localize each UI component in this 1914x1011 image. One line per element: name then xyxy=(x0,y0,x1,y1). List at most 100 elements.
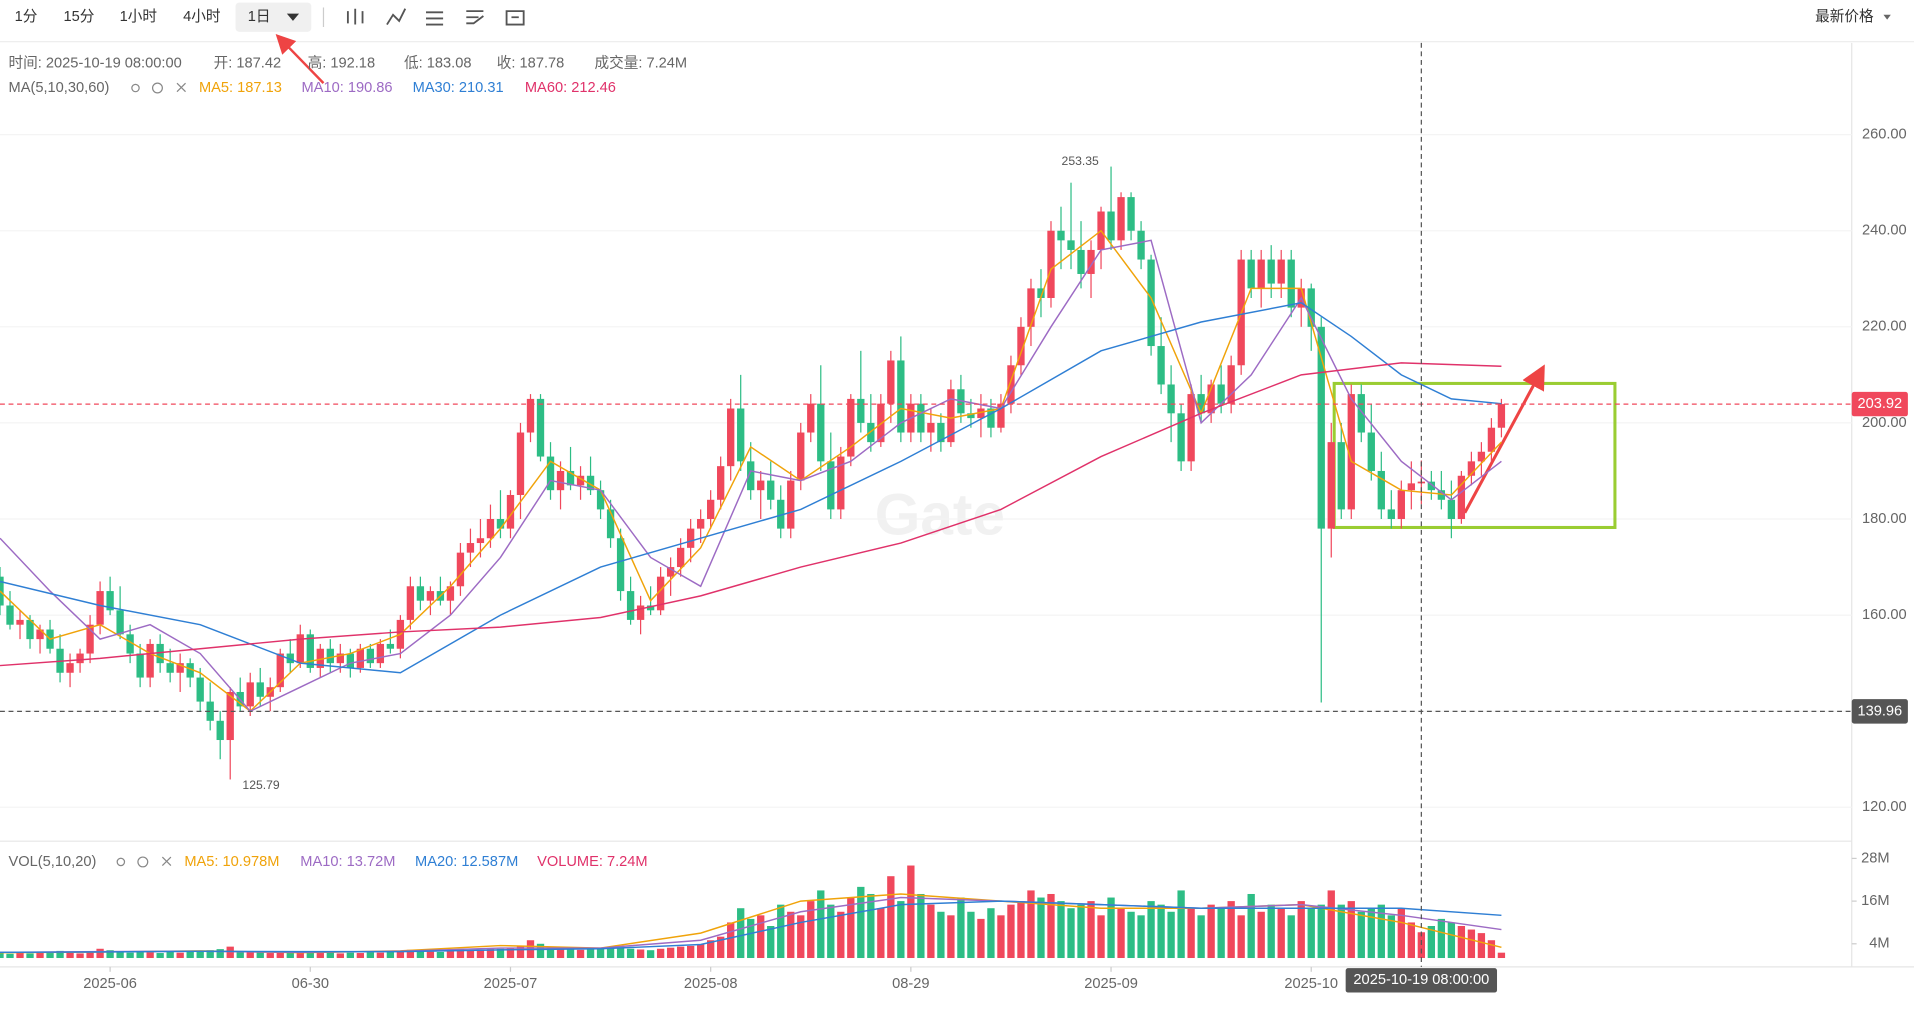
candle-body xyxy=(486,519,495,539)
volume-bar xyxy=(1017,901,1025,959)
volume-bar xyxy=(757,915,765,959)
candle-body xyxy=(426,591,435,601)
candle-body xyxy=(1067,240,1075,250)
y-tick-label: 240.00 xyxy=(1862,223,1907,239)
candle-body xyxy=(546,456,555,491)
price-type[interactable]: 最新价格 xyxy=(1815,8,1874,25)
volume-bar xyxy=(176,952,184,959)
volume-bar xyxy=(206,950,214,959)
volume-bar xyxy=(1257,911,1265,959)
close-icon[interactable] xyxy=(176,82,186,93)
candle-body xyxy=(1487,427,1496,452)
volume-bar xyxy=(676,946,685,959)
candle-body xyxy=(126,634,134,654)
volume-bar xyxy=(1297,901,1305,959)
eye-icon[interactable] xyxy=(131,83,140,93)
layout-icon[interactable] xyxy=(505,10,525,26)
interval-button[interactable]: 1小时 xyxy=(120,8,158,25)
candle-body xyxy=(226,691,234,741)
candle-body xyxy=(1497,404,1506,428)
volume-bar xyxy=(1227,901,1235,959)
candle-body xyxy=(16,619,24,625)
candle-body xyxy=(66,663,74,673)
settings-icon[interactable] xyxy=(426,11,444,26)
interval-button[interactable]: 1分 xyxy=(15,8,38,25)
candle-body xyxy=(817,403,825,462)
candle-body xyxy=(86,624,94,654)
volume-bar xyxy=(1157,904,1165,959)
candle-body xyxy=(1057,230,1065,241)
legend-icons xyxy=(116,82,186,868)
candle-body xyxy=(1477,451,1486,462)
candle-body xyxy=(967,413,975,419)
price-type-arrow[interactable] xyxy=(1883,14,1891,20)
volume-bar xyxy=(807,901,815,959)
volume-bar xyxy=(576,949,585,959)
last-price-tag xyxy=(1851,391,1908,417)
candle-body xyxy=(696,519,705,529)
candle-body xyxy=(296,634,304,664)
candle-body xyxy=(827,461,835,510)
volume-bar xyxy=(937,911,945,959)
volume-bar xyxy=(1087,901,1095,959)
candle-body xyxy=(947,389,955,443)
candle-body xyxy=(466,543,475,553)
candle-body xyxy=(937,422,945,443)
volume-bar xyxy=(476,949,485,959)
candle-body xyxy=(6,605,14,625)
volume-bar xyxy=(1237,915,1245,959)
volume-bar xyxy=(747,918,755,959)
legend-entry: MA30: 210.31 xyxy=(413,80,504,96)
volume-bar xyxy=(1197,915,1205,959)
crosshair-y-tag xyxy=(1851,699,1908,724)
candle-body xyxy=(847,398,855,457)
candle-body xyxy=(516,432,525,495)
candle-body xyxy=(777,499,785,529)
settings-icon[interactable] xyxy=(151,82,163,94)
volume-bar xyxy=(696,944,705,959)
volume-bar xyxy=(947,915,955,959)
dropdown-arrow[interactable] xyxy=(286,13,300,21)
candle-body xyxy=(616,538,625,592)
volume-bar xyxy=(106,950,114,959)
candle-icon[interactable] xyxy=(346,8,364,25)
candle-body xyxy=(1177,413,1185,462)
volume-bar xyxy=(516,945,525,959)
volume-bar xyxy=(486,949,495,959)
candle-body xyxy=(476,538,485,544)
candle-body xyxy=(666,567,675,577)
volume-bar xyxy=(76,953,84,959)
candle-body xyxy=(857,398,865,423)
candle-body xyxy=(1327,442,1335,529)
candle-body xyxy=(366,648,375,664)
volume-bar xyxy=(1497,952,1506,959)
volume-bar xyxy=(1117,908,1125,959)
volume-bar xyxy=(396,950,405,959)
candle-body xyxy=(897,360,905,433)
settings-icon[interactable] xyxy=(137,856,149,868)
x-tick-label: 2025-08 xyxy=(684,976,738,992)
y-tick-label: 160.00 xyxy=(1862,607,1907,623)
indicator-icon[interactable] xyxy=(386,8,407,26)
volume-bar xyxy=(1137,915,1145,959)
volume-bar xyxy=(997,915,1005,959)
eye-icon[interactable] xyxy=(116,857,126,867)
volume-bar xyxy=(116,951,124,959)
candle-body xyxy=(797,432,805,481)
close-icon[interactable] xyxy=(161,856,172,867)
candle-body xyxy=(727,408,735,467)
interval-button[interactable]: 15分 xyxy=(63,8,94,25)
legend-entry: MA10: 13.72M xyxy=(300,854,395,870)
volume-bar xyxy=(917,893,925,959)
volume-bar xyxy=(406,949,415,959)
x-tick-label: 2025-09 xyxy=(1084,976,1138,992)
candle-body xyxy=(526,398,535,433)
candle-body xyxy=(1077,249,1085,274)
draw-icon[interactable] xyxy=(466,10,484,25)
volume-bar xyxy=(967,911,975,959)
volume-bar xyxy=(1147,901,1155,959)
interval-button[interactable]: 1日 xyxy=(248,9,271,25)
toolbar-icons xyxy=(346,8,525,26)
interval-button[interactable]: 4小时 xyxy=(183,8,221,25)
candle-body xyxy=(106,591,114,611)
